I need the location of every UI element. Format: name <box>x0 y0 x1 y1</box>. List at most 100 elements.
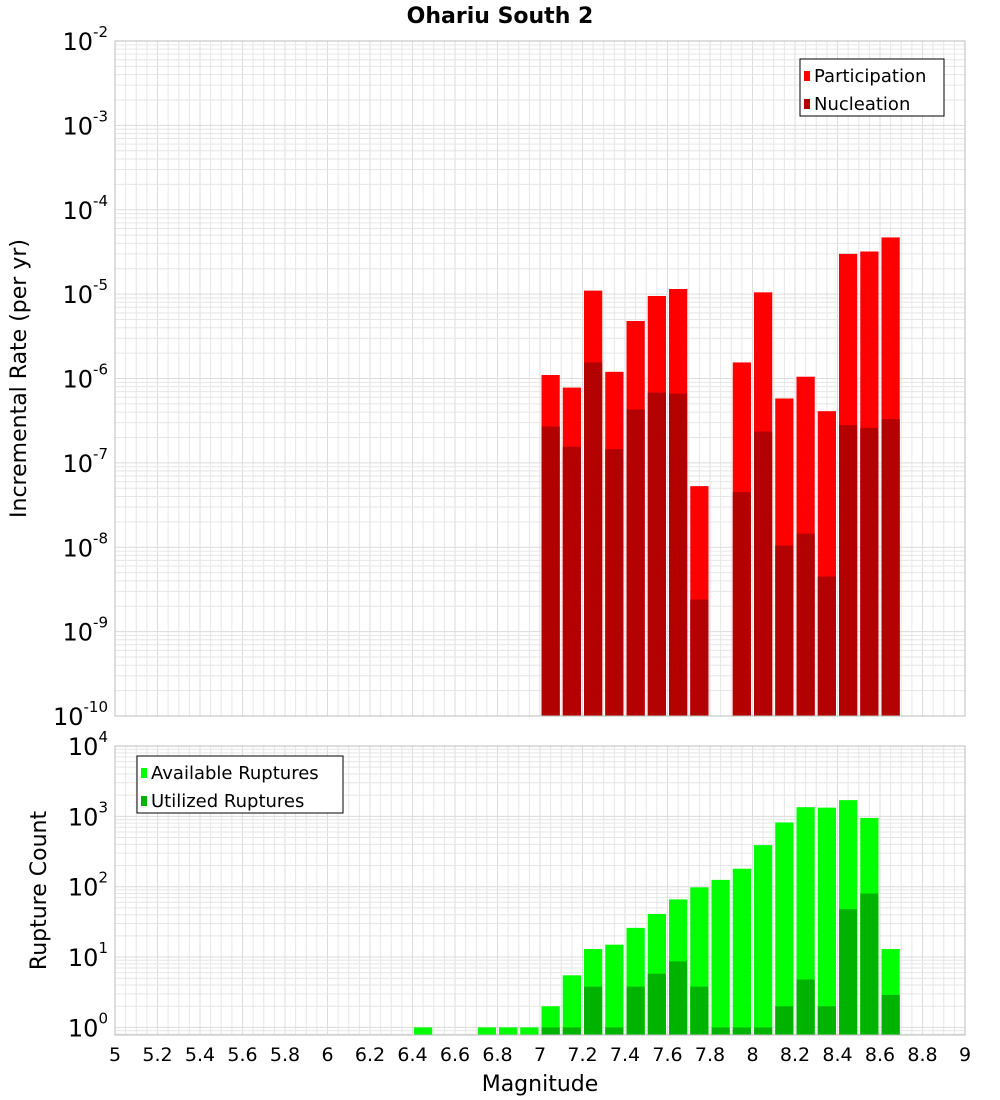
bar-available-ruptures <box>754 845 773 1035</box>
bar-available-ruptures <box>562 975 581 1035</box>
y-tick-base: 10 <box>62 366 93 394</box>
y-tick-label: 104 <box>68 728 108 761</box>
x-tick-label: 6 <box>321 1044 333 1066</box>
y-tick-base: 10 <box>68 944 99 972</box>
x-tick-label: 6.8 <box>482 1044 512 1066</box>
bar-utilized-ruptures <box>817 1006 836 1035</box>
y-axis-label: Rupture Count <box>27 811 52 971</box>
x-tick-label: 8.8 <box>907 1044 937 1066</box>
bar-utilized-ruptures <box>584 986 603 1035</box>
y-tick-base: 10 <box>62 450 93 478</box>
legend-swatch <box>804 99 810 109</box>
bar-nucleation <box>647 392 666 716</box>
bar-utilized-ruptures <box>605 1027 624 1035</box>
x-tick-label: 5.2 <box>142 1044 172 1066</box>
bar-utilized-ruptures <box>669 961 688 1035</box>
y-tick-label: 10-8 <box>62 529 108 562</box>
bar-available-ruptures <box>477 1027 496 1035</box>
bar-available-ruptures <box>775 822 794 1035</box>
bar-utilized-ruptures <box>541 1027 560 1035</box>
bar-nucleation <box>669 393 688 716</box>
y-axis-label: Incremental Rate (per yr) <box>7 239 32 518</box>
x-tick-label: 8.6 <box>865 1044 895 1066</box>
bar-utilized-ruptures <box>754 1027 773 1035</box>
x-tick-label: 7.6 <box>652 1044 682 1066</box>
bar-available-ruptures <box>499 1027 518 1035</box>
x-tick-label: 5 <box>109 1044 121 1066</box>
y-tick-label: 10-9 <box>62 614 108 647</box>
bar-nucleation <box>626 409 645 716</box>
x-tick-label: 5.4 <box>185 1044 215 1066</box>
x-tick-label: 6.6 <box>440 1044 470 1066</box>
y-tick-label: 103 <box>68 798 108 831</box>
y-tick-base: 10 <box>68 1014 99 1042</box>
bar-utilized-ruptures <box>562 1027 581 1035</box>
y-tick-exponent: -8 <box>93 529 108 547</box>
y-tick-exponent: 4 <box>98 728 108 746</box>
bar-available-ruptures <box>711 879 730 1035</box>
x-tick-label: 7.2 <box>567 1044 597 1066</box>
legend-entry: Available Ruptures <box>151 763 319 784</box>
bar-utilized-ruptures <box>775 1006 794 1035</box>
bar-available-ruptures <box>817 807 836 1035</box>
y-tick-label: 10-6 <box>62 361 108 394</box>
legend-box-1 <box>136 755 344 814</box>
x-tick-label: 7.4 <box>610 1044 640 1066</box>
y-tick-exponent: -10 <box>84 698 109 716</box>
bar-available-ruptures <box>732 868 751 1035</box>
bar-nucleation <box>839 425 858 716</box>
bar-utilized-ruptures <box>711 1027 730 1035</box>
legend-entry: Participation <box>814 66 926 87</box>
y-tick-label: 10-2 <box>62 23 108 56</box>
y-tick-base: 10 <box>62 197 93 225</box>
bar-nucleation <box>562 446 581 716</box>
x-tick-label: 8.4 <box>822 1044 852 1066</box>
y-tick-label: 10-4 <box>62 192 108 225</box>
y-tick-base: 10 <box>62 619 93 647</box>
y-tick-base: 10 <box>62 28 93 56</box>
y-tick-exponent: 2 <box>98 869 108 887</box>
y-tick-label: 100 <box>68 1009 108 1042</box>
y-tick-base: 10 <box>68 874 99 902</box>
y-tick-exponent: 1 <box>98 939 108 957</box>
bar-available-ruptures <box>520 1027 539 1035</box>
bar-nucleation <box>732 492 751 716</box>
y-tick-exponent: -6 <box>93 361 108 379</box>
bar-utilized-ruptures <box>860 893 879 1035</box>
y-tick-label: 10-10 <box>53 698 108 731</box>
bar-utilized-ruptures <box>796 979 815 1035</box>
bar-utilized-ruptures <box>690 986 709 1035</box>
bar-utilized-ruptures <box>839 909 858 1035</box>
y-tick-exponent: -4 <box>93 192 108 210</box>
plot-frame-1 <box>114 745 966 1036</box>
bar-nucleation <box>754 431 773 716</box>
x-tick-label: 6.2 <box>355 1044 385 1066</box>
bar-nucleation <box>541 426 560 716</box>
bar-nucleation <box>584 362 603 716</box>
legend-entry: Utilized Ruptures <box>151 791 304 812</box>
bar-available-ruptures <box>414 1027 433 1035</box>
bar-nucleation <box>690 599 709 716</box>
y-tick-base: 10 <box>62 534 93 562</box>
y-tick-label: 10-7 <box>62 445 108 478</box>
x-tick-label: 8.2 <box>780 1044 810 1066</box>
y-tick-base: 10 <box>68 733 99 761</box>
y-tick-label: 101 <box>68 939 108 972</box>
bar-utilized-ruptures <box>647 973 666 1035</box>
legend-entry: Nucleation <box>814 94 910 115</box>
x-tick-label: 7 <box>534 1044 546 1066</box>
y-tick-exponent: -7 <box>93 445 108 463</box>
y-tick-base: 10 <box>62 112 93 140</box>
legend-swatch <box>804 71 810 81</box>
bar-nucleation <box>817 576 836 716</box>
bar-available-ruptures <box>605 944 624 1035</box>
bar-utilized-ruptures <box>626 986 645 1035</box>
bar-nucleation <box>860 427 879 716</box>
y-tick-exponent: 0 <box>98 1009 108 1027</box>
legend-box-0 <box>799 58 945 117</box>
x-tick-label: 5.6 <box>227 1044 257 1066</box>
bar-nucleation <box>796 533 815 716</box>
y-tick-label: 10-5 <box>62 276 108 309</box>
